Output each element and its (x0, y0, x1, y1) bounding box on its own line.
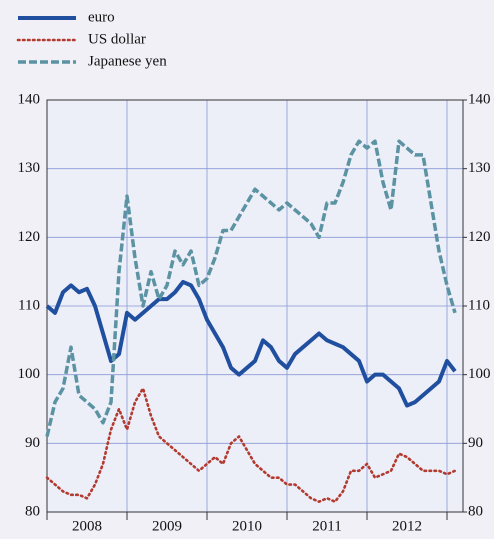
y-tick-label: 140 (18, 91, 41, 107)
y-tick-label: 90 (25, 435, 40, 451)
legend-label: Japanese yen (88, 53, 167, 69)
y-tick-label: 100 (18, 366, 41, 382)
y2-tick-label: 90 (468, 435, 483, 451)
y2-tick-label: 110 (468, 297, 490, 313)
x-tick-label: 2012 (392, 518, 422, 534)
y2-tick-label: 130 (468, 160, 491, 176)
y-tick-label: 130 (18, 160, 41, 176)
x-tick-label: 2011 (312, 518, 341, 534)
x-tick-label: 2009 (152, 518, 182, 534)
legend-label: US dollar (88, 31, 146, 47)
line-series (45, 387, 457, 504)
legend-label: euro (88, 9, 115, 25)
y-tick-label: 120 (18, 229, 41, 245)
line-series (45, 139, 457, 437)
y2-tick-label: 100 (468, 366, 491, 382)
y2-tick-label: 120 (468, 229, 491, 245)
x-tick-label: 2010 (232, 518, 262, 534)
y2-tick-label: 80 (468, 503, 483, 519)
y-tick-label: 80 (25, 503, 40, 519)
x-tick-label: 2008 (72, 518, 102, 534)
y-tick-label: 110 (18, 297, 40, 313)
y2-tick-label: 140 (468, 91, 491, 107)
